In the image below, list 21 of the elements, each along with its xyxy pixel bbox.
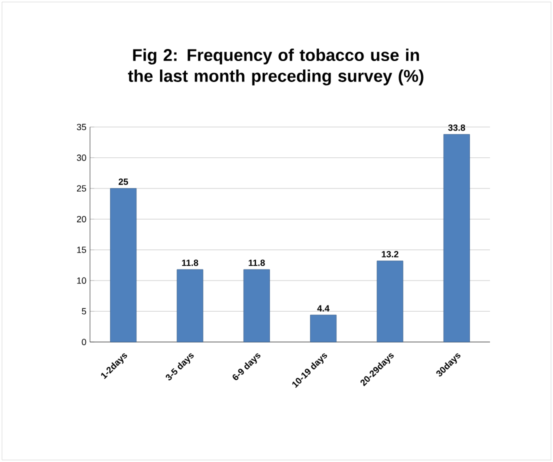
data-label: 11.8 [248, 260, 265, 266]
bar [376, 260, 404, 342]
data-label: 4.4 [317, 305, 330, 312]
data-label: 13.2 [382, 251, 398, 258]
bar [110, 188, 137, 342]
y-tick-label: 20 [76, 216, 86, 222]
y-tick-label: 35 [76, 124, 86, 130]
y-tick-label: 15 [77, 246, 86, 253]
data-label: 33.8 [448, 124, 466, 131]
data-label: 11.8 [182, 260, 198, 266]
y-tick-label: 5 [82, 308, 86, 314]
bar [310, 314, 337, 342]
data-label: 25 [118, 178, 128, 185]
bar [176, 269, 204, 342]
bar [443, 134, 470, 342]
y-tick-label: 25 [76, 185, 86, 192]
bar [243, 269, 270, 342]
y-tick-label: 0 [82, 338, 86, 346]
y-tick-label: 10 [77, 277, 86, 284]
y-tick-label: 30 [76, 154, 86, 161]
chart-title: Fig 2: Frequency of tobacco use in the last month preceding survey (%) [128, 48, 424, 86]
